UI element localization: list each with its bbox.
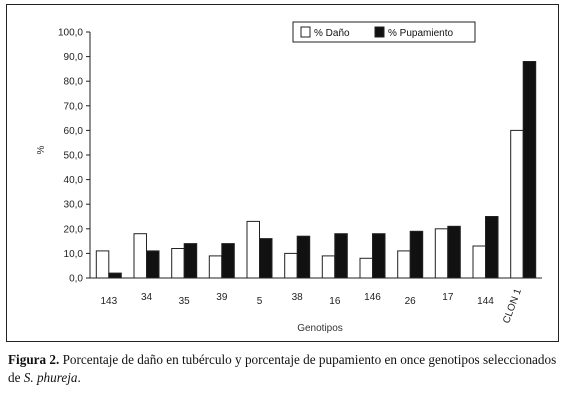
bar-dano [246,220,260,279]
x-tick-label: 35 [179,296,191,307]
x-tick-label: 5 [257,296,263,307]
x-tick-label: 143 [100,296,117,307]
bar-pupamiento [522,61,537,279]
y-tick-label: 70,0 [64,101,84,112]
bar-dano [472,245,486,279]
x-tick-label: CLON 1 [501,287,524,325]
caption-label: Figura 2. [8,352,60,367]
y-tick-label: 10,0 [64,249,84,260]
caption-end: . [77,370,81,385]
x-tick-label: 16 [329,296,341,307]
caption-species: S. phureja [23,370,78,385]
bar-pupamiento [485,216,499,279]
x-axis-label: Genotipos [297,323,343,334]
x-tick-label: 146 [364,292,381,303]
bar-chart: 0,0 10,0 20,0 30,0 40,0 50,0 60,0 70,0 80,0 90,0 1… [36,21,542,334]
bar-dano [397,250,411,279]
x-tick-label: 17 [442,292,454,303]
bar-dano [284,252,298,279]
y-tick-label: 30,0 [64,200,84,211]
bar-dano [95,250,110,279]
bar-pupamiento [334,233,348,279]
figure-caption: Figura 2. Porcentaje de daño en tubércul… [8,351,560,387]
y-tick-label: 80,0 [64,77,84,88]
bar-pupamiento [447,225,461,279]
y-tick-label: 50,0 [64,151,84,162]
y-axis-label: % [36,145,47,154]
x-tick-label: 26 [405,296,417,307]
y-tick-label: 20,0 [64,224,84,235]
figure-frame [6,4,559,342]
caption-text: Porcentaje de daño en tubérculo y porcen… [8,352,557,385]
bar-dano [133,233,147,279]
legend-swatch [300,26,311,38]
bar-dano [171,248,185,279]
bar-pupamiento [108,272,122,279]
y-tick-label: 90,0 [64,52,84,63]
y-tick-label: 60,0 [64,126,84,137]
x-tick-label: 34 [141,292,153,303]
bar-dano [434,228,449,279]
bar-dano [321,255,336,279]
y-tick-label: 0,0 [69,274,83,285]
legend-label: % Daño [314,28,350,39]
y-tick-label: 40,0 [64,175,84,186]
bar-dano [208,255,223,279]
x-tick-label: 39 [216,292,228,303]
legend-swatch [374,26,385,38]
y-tick-label: 100,0 [58,28,83,39]
bar-pupamiento [259,238,273,279]
bar-dano [359,257,373,279]
x-tick-label: 38 [292,292,304,303]
x-tick-label: 144 [477,296,494,307]
legend: % Daño % Pupamiento [292,21,476,43]
bar-dano [510,129,524,279]
bar-pupamiento [221,243,235,279]
bar-pupamiento [146,250,160,279]
bar-pupamiento [296,235,311,279]
legend-label: % Pupamiento [388,28,453,39]
bar-pupamiento [183,243,198,279]
bar-pupamiento [372,233,386,279]
bar-pupamiento [409,230,424,279]
